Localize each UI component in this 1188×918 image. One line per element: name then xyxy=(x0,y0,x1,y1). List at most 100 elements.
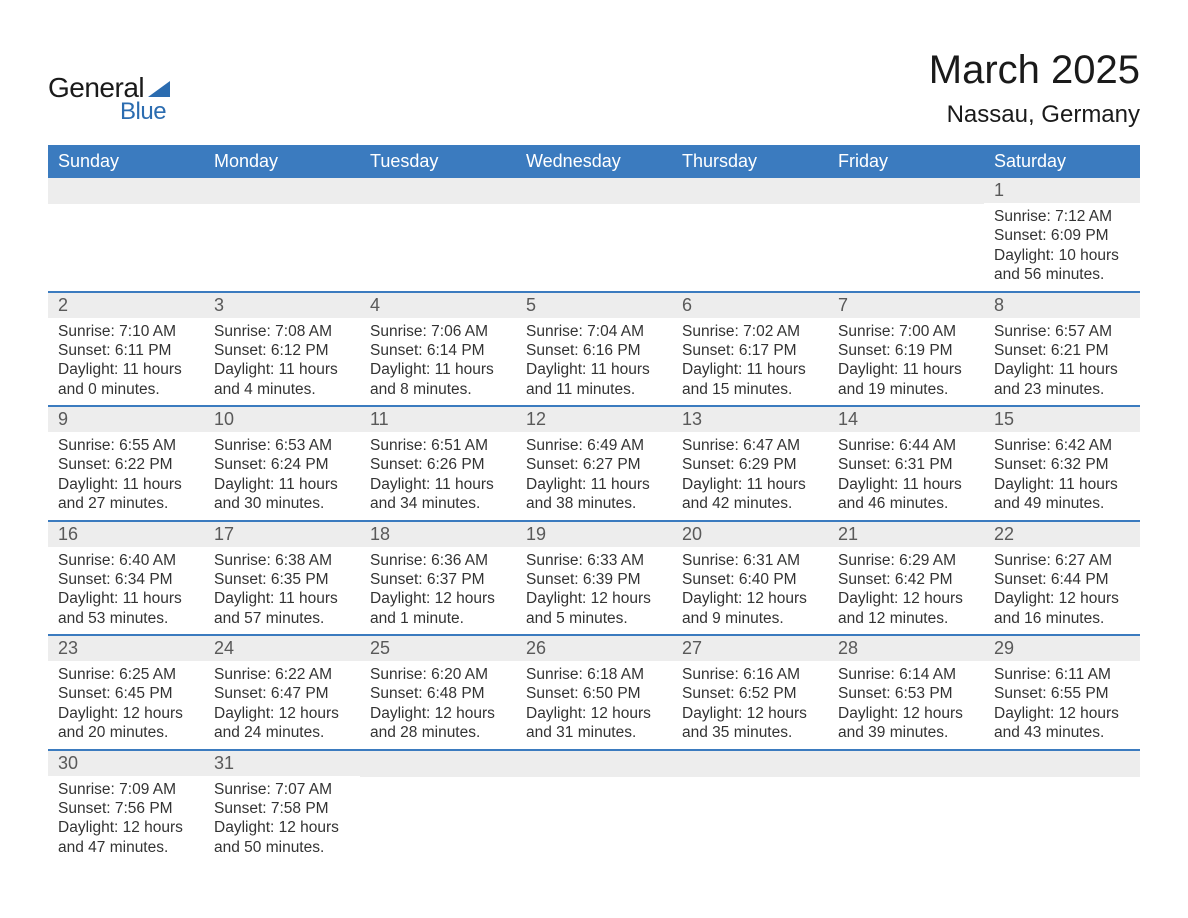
day-details: Sunrise: 6:44 AMSunset: 6:31 PMDaylight:… xyxy=(828,432,984,520)
day-details: Sunrise: 6:51 AMSunset: 6:26 PMDaylight:… xyxy=(360,432,516,520)
calendar-day-cell: 23Sunrise: 6:25 AMSunset: 6:45 PMDayligh… xyxy=(48,635,204,750)
sunrise-text: Sunrise: 6:22 AM xyxy=(214,665,350,684)
title-block: March 2025 Nassau, Germany xyxy=(929,48,1140,129)
day-details: Sunrise: 6:38 AMSunset: 6:35 PMDaylight:… xyxy=(204,547,360,635)
calendar-day-cell: 15Sunrise: 6:42 AMSunset: 6:32 PMDayligh… xyxy=(984,406,1140,521)
sunset-text: Sunset: 6:24 PM xyxy=(214,455,350,474)
daylight-text: Daylight: 11 hours and 38 minutes. xyxy=(526,475,662,514)
sunset-text: Sunset: 6:31 PM xyxy=(838,455,974,474)
day-number: 27 xyxy=(672,636,828,661)
day-details xyxy=(672,777,828,787)
daylight-text: Daylight: 11 hours and 46 minutes. xyxy=(838,475,974,514)
day-details: Sunrise: 7:00 AMSunset: 6:19 PMDaylight:… xyxy=(828,318,984,406)
day-details: Sunrise: 7:04 AMSunset: 6:16 PMDaylight:… xyxy=(516,318,672,406)
daylight-text: Daylight: 11 hours and 53 minutes. xyxy=(58,589,194,628)
day-number: 23 xyxy=(48,636,204,661)
sunrise-text: Sunrise: 6:40 AM xyxy=(58,551,194,570)
daylight-text: Daylight: 11 hours and 15 minutes. xyxy=(682,360,818,399)
sunrise-text: Sunrise: 6:11 AM xyxy=(994,665,1130,684)
sunset-text: Sunset: 6:40 PM xyxy=(682,570,818,589)
sunrise-text: Sunrise: 7:04 AM xyxy=(526,322,662,341)
sunrise-text: Sunrise: 6:25 AM xyxy=(58,665,194,684)
calendar-day-cell xyxy=(984,750,1140,864)
calendar-week-row: 2Sunrise: 7:10 AMSunset: 6:11 PMDaylight… xyxy=(48,292,1140,407)
day-details xyxy=(516,204,672,214)
calendar-day-cell: 8Sunrise: 6:57 AMSunset: 6:21 PMDaylight… xyxy=(984,292,1140,407)
day-number: 28 xyxy=(828,636,984,661)
daylight-text: Daylight: 11 hours and 4 minutes. xyxy=(214,360,350,399)
calendar-day-cell: 22Sunrise: 6:27 AMSunset: 6:44 PMDayligh… xyxy=(984,521,1140,636)
calendar-day-cell: 25Sunrise: 6:20 AMSunset: 6:48 PMDayligh… xyxy=(360,635,516,750)
daylight-text: Daylight: 12 hours and 28 minutes. xyxy=(370,704,506,743)
calendar-day-cell: 3Sunrise: 7:08 AMSunset: 6:12 PMDaylight… xyxy=(204,292,360,407)
daylight-text: Daylight: 11 hours and 49 minutes. xyxy=(994,475,1130,514)
day-number: 3 xyxy=(204,293,360,318)
sunrise-text: Sunrise: 6:14 AM xyxy=(838,665,974,684)
calendar-day-cell: 28 Sunrise: 6:14 AMSunset: 6:53 PMDayligh… xyxy=(828,635,984,750)
daylight-text: Daylight: 11 hours and 30 minutes. xyxy=(214,475,350,514)
calendar-day-cell xyxy=(516,178,672,292)
daylight-text: Daylight: 12 hours and 24 minutes. xyxy=(214,704,350,743)
day-number xyxy=(48,178,204,204)
day-number: 31 xyxy=(204,751,360,776)
calendar-day-cell: 16 Sunrise: 6:40 AMSunset: 6:34 PMDayligh… xyxy=(48,521,204,636)
day-details xyxy=(828,777,984,787)
brand-logo: General Blue xyxy=(48,48,170,126)
calendar-day-cell xyxy=(828,178,984,292)
daylight-text: Daylight: 11 hours and 8 minutes. xyxy=(370,360,506,399)
day-number: 25 xyxy=(360,636,516,661)
calendar-day-cell: 29Sunrise: 6:11 AMSunset: 6:55 PMDayligh… xyxy=(984,635,1140,750)
weekday-header: Saturday xyxy=(984,145,1140,178)
day-details xyxy=(516,777,672,787)
calendar-day-cell: 6Sunrise: 7:02 AMSunset: 6:17 PMDaylight… xyxy=(672,292,828,407)
sunset-text: Sunset: 6:14 PM xyxy=(370,341,506,360)
day-details: Sunrise: 6:57 AMSunset: 6:21 PMDaylight:… xyxy=(984,318,1140,406)
day-number: 24 xyxy=(204,636,360,661)
sunset-text: Sunset: 6:22 PM xyxy=(58,455,194,474)
sunset-text: Sunset: 6:21 PM xyxy=(994,341,1130,360)
day-number xyxy=(360,178,516,204)
calendar-body: 1Sunrise: 7:12 AMSunset: 6:09 PMDaylight… xyxy=(48,178,1140,863)
calendar-week-row: 30Sunrise: 7:09 AMSunset: 7:56 PMDayligh… xyxy=(48,750,1140,864)
daylight-text: Daylight: 11 hours and 27 minutes. xyxy=(58,475,194,514)
daylight-text: Daylight: 12 hours and 39 minutes. xyxy=(838,704,974,743)
day-details: Sunrise: 6:55 AMSunset: 6:22 PMDaylight:… xyxy=(48,432,204,520)
sunrise-text: Sunrise: 6:16 AM xyxy=(682,665,818,684)
sunset-text: Sunset: 6:32 PM xyxy=(994,455,1130,474)
sunrise-text: Sunrise: 6:49 AM xyxy=(526,436,662,455)
day-details: Sunrise: 7:06 AMSunset: 6:14 PMDaylight:… xyxy=(360,318,516,406)
calendar-table: Sunday Monday Tuesday Wednesday Thursday… xyxy=(48,145,1140,863)
day-details: Sunrise: 6:18 AMSunset: 6:50 PMDaylight:… xyxy=(516,661,672,749)
sunset-text: Sunset: 6:26 PM xyxy=(370,455,506,474)
sunrise-text: Sunrise: 6:57 AM xyxy=(994,322,1130,341)
calendar-day-cell: 24Sunrise: 6:22 AMSunset: 6:47 PMDayligh… xyxy=(204,635,360,750)
sunset-text: Sunset: 6:27 PM xyxy=(526,455,662,474)
day-details xyxy=(828,204,984,214)
daylight-text: Daylight: 11 hours and 57 minutes. xyxy=(214,589,350,628)
sunrise-text: Sunrise: 6:33 AM xyxy=(526,551,662,570)
sunset-text: Sunset: 6:34 PM xyxy=(58,570,194,589)
sunset-text: Sunset: 6:53 PM xyxy=(838,684,974,703)
day-number: 16 xyxy=(48,522,204,547)
sunset-text: Sunset: 6:11 PM xyxy=(58,341,194,360)
calendar-day-cell: 30Sunrise: 7:09 AMSunset: 7:56 PMDayligh… xyxy=(48,750,204,864)
day-number: 10 xyxy=(204,407,360,432)
sunset-text: Sunset: 6:39 PM xyxy=(526,570,662,589)
sunrise-text: Sunrise: 6:53 AM xyxy=(214,436,350,455)
month-title: March 2025 xyxy=(929,48,1140,93)
calendar-day-cell: 13Sunrise: 6:47 AMSunset: 6:29 PMDayligh… xyxy=(672,406,828,521)
calendar-day-cell: 17Sunrise: 6:38 AMSunset: 6:35 PMDayligh… xyxy=(204,521,360,636)
daylight-text: Daylight: 11 hours and 11 minutes. xyxy=(526,360,662,399)
weekday-header: Sunday xyxy=(48,145,204,178)
calendar-day-cell: 9Sunrise: 6:55 AMSunset: 6:22 PMDaylight… xyxy=(48,406,204,521)
day-number: 6 xyxy=(672,293,828,318)
day-details: Sunrise: 6:27 AMSunset: 6:44 PMDaylight:… xyxy=(984,547,1140,635)
sunset-text: Sunset: 6:16 PM xyxy=(526,341,662,360)
calendar-day-cell: 31Sunrise: 7:07 AMSunset: 7:58 PMDayligh… xyxy=(204,750,360,864)
sunset-text: Sunset: 6:17 PM xyxy=(682,341,818,360)
day-number xyxy=(828,178,984,204)
sunrise-text: Sunrise: 7:07 AM xyxy=(214,780,350,799)
day-details: Sunrise: 6:42 AMSunset: 6:32 PMDaylight:… xyxy=(984,432,1140,520)
sunrise-text: Sunrise: 6:47 AM xyxy=(682,436,818,455)
calendar-day-cell xyxy=(516,750,672,864)
